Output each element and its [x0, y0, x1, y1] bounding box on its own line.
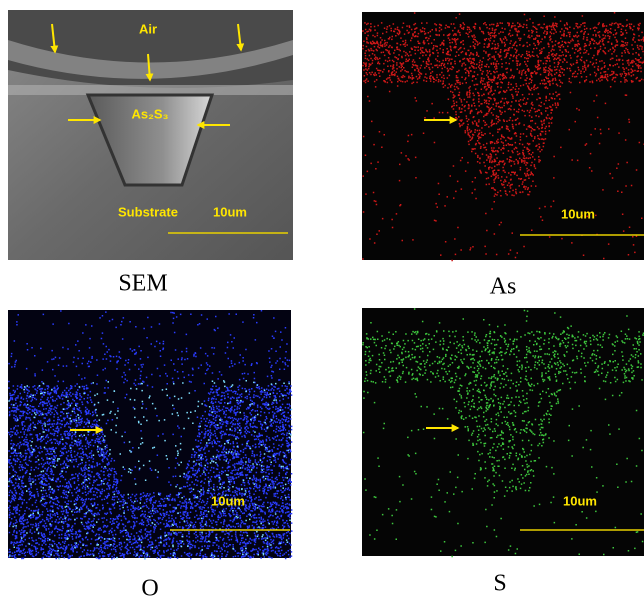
scale-label: 10um — [213, 204, 247, 219]
s-panel — [362, 308, 644, 557]
caption: O — [141, 576, 158, 601]
o-panel — [8, 310, 293, 560]
film-label: As₂S₃ — [131, 106, 168, 121]
figure: Air As₂S₃ Substrate 10um SEM 10um As 10u… — [0, 0, 644, 601]
page: {"panels": [ {"caption": "SEM", "labels"… — [0, 0, 644, 601]
caption: As — [490, 274, 517, 300]
caption: SEM — [118, 271, 167, 297]
scale-label: 10um — [563, 493, 597, 508]
scale-label: 10um — [211, 493, 245, 508]
s-image — [362, 308, 644, 556]
sem-panel: Air As₂S₃ Substrate 10um — [8, 10, 293, 260]
caption: S — [493, 571, 506, 597]
air-label: Air — [139, 21, 157, 36]
as-image — [362, 12, 644, 260]
scale-label: 10um — [561, 206, 595, 221]
as-panel — [362, 12, 644, 261]
substrate-label: Substrate — [118, 204, 178, 219]
